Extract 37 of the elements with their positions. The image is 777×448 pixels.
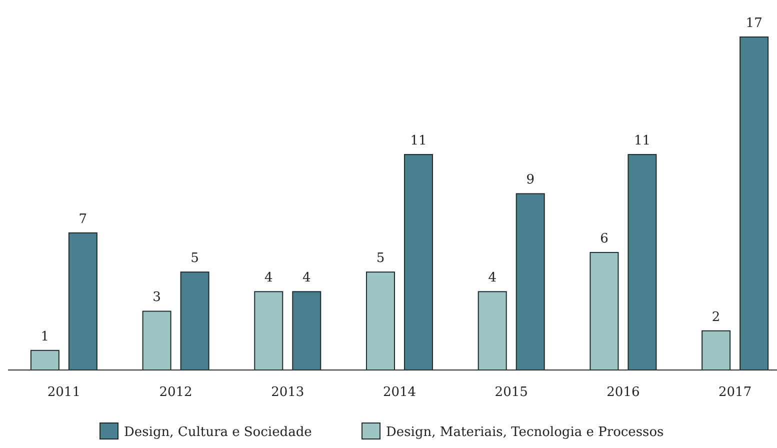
bar <box>30 350 60 370</box>
x-tick-label: 2015 <box>494 385 528 400</box>
data-label: 2 <box>712 310 720 325</box>
data-label: 5 <box>376 251 385 266</box>
bar <box>292 291 322 370</box>
data-label: 3 <box>152 290 161 306</box>
bar <box>478 291 507 370</box>
x-tick-label: 2016 <box>606 385 640 400</box>
bar <box>628 154 657 370</box>
bar <box>740 36 769 370</box>
bar <box>590 252 619 370</box>
x-tick-label: 2012 <box>159 385 192 400</box>
bar <box>68 232 98 370</box>
data-label: 4 <box>264 270 273 286</box>
x-tick-label: 2011 <box>47 385 80 400</box>
data-label: 11 <box>410 134 427 149</box>
bar <box>404 154 433 370</box>
data-label: 4 <box>488 270 496 286</box>
bar <box>516 193 545 370</box>
data-label: 17 <box>746 16 762 31</box>
data-label: 1 <box>40 329 50 344</box>
bar <box>366 272 395 370</box>
x-tick-label: 2013 <box>271 385 304 400</box>
data-label: 6 <box>600 231 608 246</box>
x-tick-label: 2014 <box>382 385 416 400</box>
bar <box>142 310 172 370</box>
bar <box>702 330 731 370</box>
data-label: 4 <box>302 270 311 286</box>
bar <box>180 272 210 370</box>
data-label: 7 <box>78 212 88 227</box>
legend-label: Design, Materiais, Tecnologia e Processos <box>386 425 664 440</box>
x-tick-label: 2017 <box>718 385 752 400</box>
data-label: 9 <box>526 172 534 188</box>
bar <box>254 291 284 370</box>
legend-label: Design, Cultura e Sociedade <box>124 425 312 440</box>
data-label: 5 <box>190 251 199 266</box>
data-label: 11 <box>634 134 650 149</box>
